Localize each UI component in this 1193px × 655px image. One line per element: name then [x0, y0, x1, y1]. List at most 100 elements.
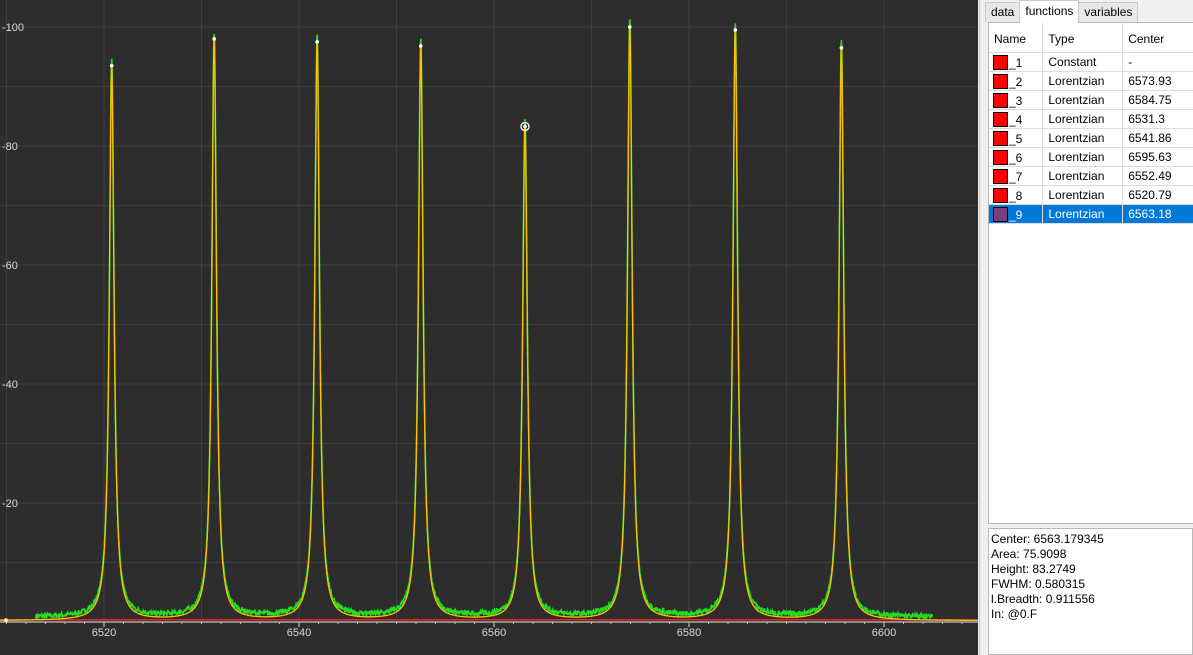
y-tick-label: -100: [2, 22, 24, 34]
info-fwhm: FWHM: 0.580315: [991, 577, 1086, 591]
function-name: _3: [1009, 93, 1023, 108]
peak-top-marker[interactable]: [109, 63, 114, 68]
function-name-cell[interactable]: _7: [989, 166, 1044, 186]
function-type[interactable]: Constant: [1042, 52, 1124, 72]
peak-top-marker[interactable]: [212, 37, 216, 41]
peak-top-marker[interactable]: [523, 124, 527, 129]
column-header-type[interactable]: Type: [1042, 23, 1124, 53]
table-row[interactable]: _9 Lorentzian 6563.18: [989, 204, 1193, 224]
data-series-line: [34, 19, 934, 622]
color-swatch-icon[interactable]: [993, 111, 1008, 127]
functions-table[interactable]: Name Type Center _1 Constant - _2 Lorentzian…: [988, 22, 1193, 524]
table-row[interactable]: _5 Lorentzian 6541.86: [989, 128, 1193, 148]
x-axis-band: [0, 622, 978, 655]
curves: [0, 19, 978, 622]
function-type[interactable]: Lorentzian: [1042, 128, 1124, 148]
function-name: _2: [1009, 74, 1023, 89]
function-name-cell[interactable]: _8: [989, 185, 1044, 205]
function-name-cell[interactable]: _6: [989, 147, 1044, 167]
x-tick-label: 6520: [92, 627, 116, 639]
color-swatch-icon[interactable]: [993, 168, 1008, 184]
function-name: _7: [1009, 169, 1023, 184]
info-height: Height: 83.2749: [991, 562, 1076, 576]
function-name-cell[interactable]: _4: [989, 109, 1044, 129]
plot-area[interactable]: 6520 6540 6560 6580 6600 -20 -40 -60 -80 -100: [0, 0, 978, 655]
color-swatch-icon[interactable]: [993, 187, 1008, 203]
function-type[interactable]: Lorentzian: [1042, 185, 1124, 205]
table-row[interactable]: _4 Lorentzian 6531.3: [989, 109, 1193, 129]
peak-top-marker[interactable]: [839, 46, 844, 50]
peak-top-marker[interactable]: [315, 40, 319, 44]
x-tick-label: 6600: [872, 627, 896, 639]
function-type[interactable]: Lorentzian: [1042, 90, 1124, 110]
function-type[interactable]: Lorentzian: [1042, 109, 1124, 129]
y-tick-label: -20: [2, 498, 18, 510]
function-info-box: Center: 6563.179345 Area: 75.9098 Height…: [988, 528, 1193, 655]
tab-functions[interactable]: functions: [1019, 0, 1080, 23]
function-name-cell[interactable]: _1: [989, 52, 1044, 72]
column-header-name[interactable]: Name: [989, 23, 1044, 53]
function-center[interactable]: 6520.79: [1122, 185, 1193, 205]
x-tick-label: 6560: [482, 627, 506, 639]
function-name: _6: [1009, 150, 1023, 165]
peak-top-marker[interactable]: [418, 44, 423, 48]
origin-marker: [4, 618, 8, 622]
peak-top-marker[interactable]: [628, 25, 632, 29]
spectrum-plot[interactable]: 6520 6540 6560 6580 6600 -20 -40 -60 -80 -100: [0, 0, 978, 655]
function-type[interactable]: Lorentzian: [1042, 166, 1124, 186]
grid: [0, 0, 978, 655]
function-name: _9: [1009, 207, 1023, 222]
peak-top-marker[interactable]: [733, 28, 738, 32]
x-tick-label: 6540: [287, 627, 311, 639]
side-panel: data functions variables Name Type Cente…: [979, 0, 1193, 655]
function-center[interactable]: 6595.63: [1122, 147, 1193, 167]
tab-data[interactable]: data: [985, 2, 1021, 22]
table-row[interactable]: _1 Constant -: [989, 52, 1193, 72]
function-name: _4: [1009, 112, 1023, 127]
function-center[interactable]: -: [1122, 52, 1193, 72]
info-center: Center: 6563.179345: [991, 532, 1104, 546]
peak-markers: [4, 25, 844, 622]
column-header-center[interactable]: Center: [1122, 23, 1193, 53]
function-name: _5: [1009, 131, 1023, 146]
tab-variables[interactable]: variables: [1078, 2, 1139, 22]
model-series-line: [0, 24, 978, 622]
tab-bar: data functions variables: [985, 0, 1139, 23]
y-tick-label: -40: [2, 379, 18, 391]
table-row[interactable]: _3 Lorentzian 6584.75: [989, 90, 1193, 110]
table-row[interactable]: _8 Lorentzian 6520.79: [989, 185, 1193, 205]
x-tick-label: 6580: [677, 627, 701, 639]
function-center[interactable]: 6563.18: [1122, 204, 1193, 224]
function-name: _1: [1009, 55, 1023, 70]
function-center[interactable]: 6552.49: [1122, 166, 1193, 186]
function-name: _8: [1009, 188, 1023, 203]
function-center[interactable]: 6541.86: [1122, 128, 1193, 148]
table-row[interactable]: _7 Lorentzian 6552.49: [989, 166, 1193, 186]
table-row[interactable]: _2 Lorentzian 6573.93: [989, 71, 1193, 91]
table-row[interactable]: _6 Lorentzian 6595.63: [989, 147, 1193, 167]
function-type[interactable]: Lorentzian: [1042, 71, 1124, 91]
function-type[interactable]: Lorentzian: [1042, 204, 1124, 224]
color-swatch-icon[interactable]: [993, 130, 1008, 146]
y-tick-label: -60: [2, 260, 18, 272]
function-name-cell[interactable]: _3: [989, 90, 1044, 110]
function-name-cell[interactable]: _2: [989, 71, 1044, 91]
info-area: Area: 75.9098: [991, 547, 1067, 561]
color-swatch-icon[interactable]: [993, 92, 1008, 108]
color-swatch-icon[interactable]: [993, 73, 1008, 89]
y-tick-label: -80: [2, 141, 18, 153]
color-swatch-icon[interactable]: [993, 54, 1008, 70]
info-lbreadth: l.Breadth: 0.911556: [991, 592, 1095, 606]
table-header-row: Name Type Center: [989, 23, 1193, 53]
function-type[interactable]: Lorentzian: [1042, 147, 1124, 167]
color-swatch-icon[interactable]: [993, 149, 1008, 165]
function-center[interactable]: 6531.3: [1122, 109, 1193, 129]
function-name-cell[interactable]: _9: [989, 204, 1044, 224]
function-name-cell[interactable]: _5: [989, 128, 1044, 148]
color-swatch-icon[interactable]: [993, 206, 1008, 222]
axis-ticks: 6520 6540 6560 6580 6600 -20 -40 -60 -80 -100: [2, 22, 963, 639]
selected-peak-marker[interactable]: [520, 121, 530, 132]
function-center[interactable]: 6584.75: [1122, 90, 1193, 110]
info-in: In: @0.F: [991, 607, 1038, 621]
function-center[interactable]: 6573.93: [1122, 71, 1193, 91]
